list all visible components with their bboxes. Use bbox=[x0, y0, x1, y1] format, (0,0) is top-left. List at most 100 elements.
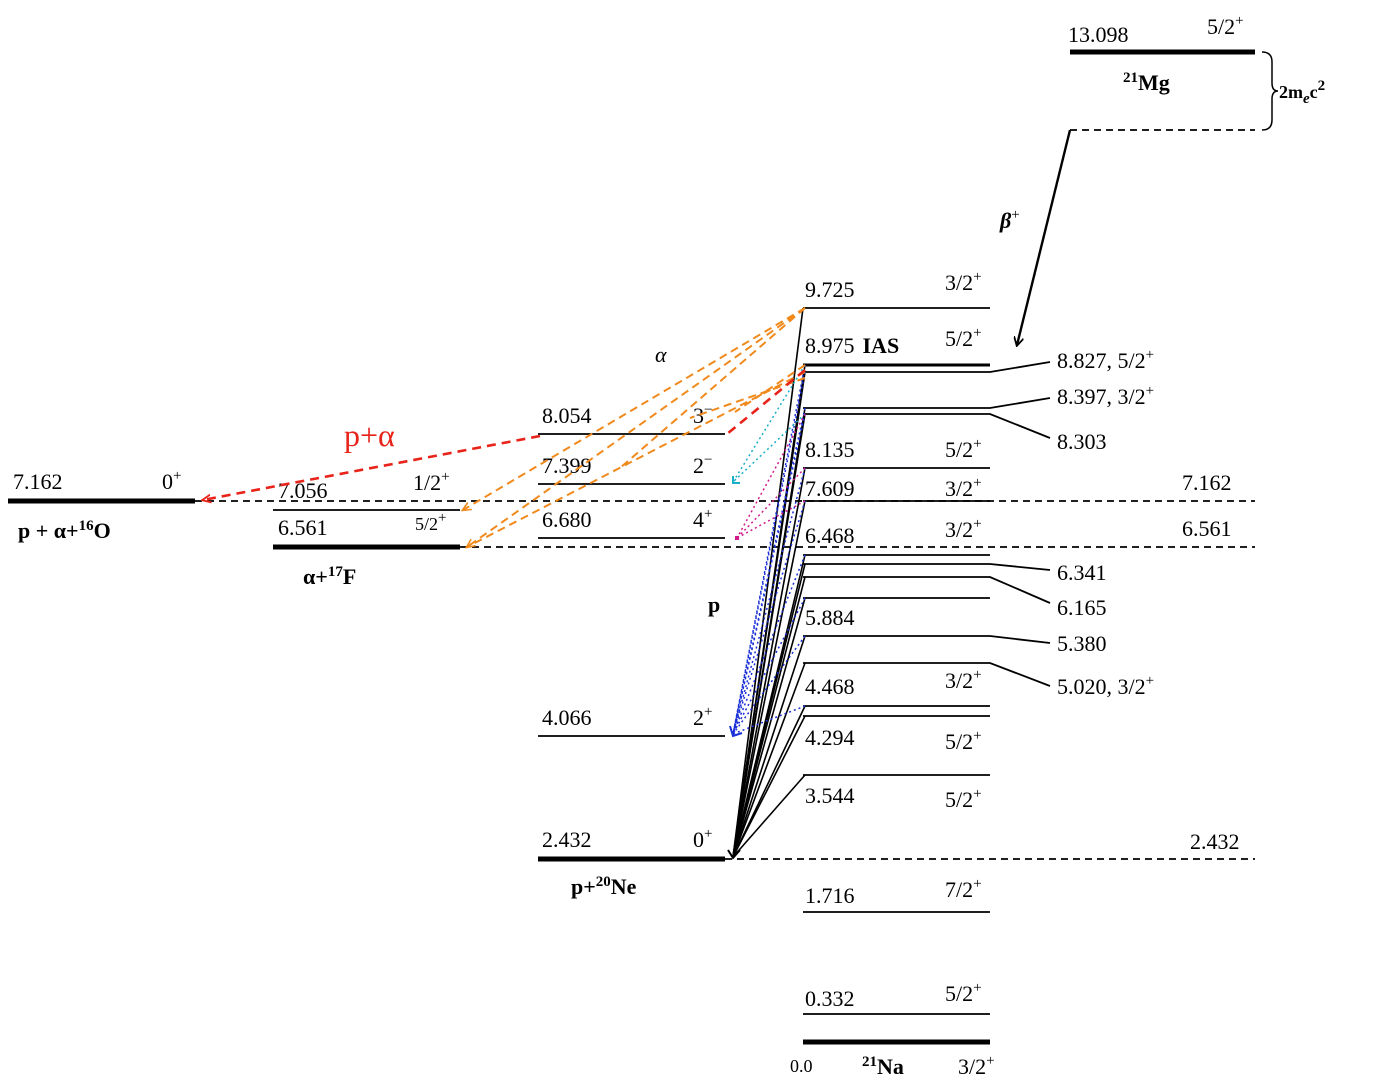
p-decay-5884 bbox=[732, 597, 806, 858]
spin-value: 3/2 bbox=[945, 270, 973, 295]
beta-plus-label: β+ bbox=[999, 207, 1020, 233]
parity-value: + bbox=[438, 510, 446, 526]
p-alpha-to-o16 bbox=[203, 434, 541, 500]
na21-spin-4468: 3/2+ bbox=[945, 667, 982, 693]
mass-gap-main: 2m bbox=[1279, 82, 1303, 102]
ne20-prefix: p+ bbox=[571, 874, 596, 899]
alpha-8975-to-6561-a bbox=[466, 371, 806, 548]
ne20-spin-7399: 2− bbox=[693, 452, 712, 478]
ne20-spin-6680: 4+ bbox=[693, 506, 712, 532]
mass-gap-tail: c bbox=[1310, 82, 1318, 102]
alpha-9725-to-7056 bbox=[463, 307, 806, 510]
parity-value: + bbox=[704, 506, 712, 522]
spin-value: 0 bbox=[693, 827, 704, 852]
na21-energy-6468: 6.468 bbox=[805, 523, 855, 548]
ne20-spin-2432: 0+ bbox=[693, 826, 712, 852]
ias-tag: IAS bbox=[863, 333, 900, 358]
na21-level-5380 bbox=[803, 635, 1051, 644]
energy-value: 8.827 bbox=[1057, 348, 1107, 373]
spin-value: 3 bbox=[693, 403, 704, 428]
na21-level-6165 bbox=[803, 576, 1051, 604]
p-decay-6680-marker bbox=[735, 536, 739, 540]
ne20-energy-7399: 7.399 bbox=[542, 453, 592, 478]
parity-value: + bbox=[973, 786, 981, 802]
spin-value: 3/2 bbox=[958, 1054, 986, 1079]
p-decay-4066-arrowhead bbox=[729, 725, 743, 738]
parity-value: + bbox=[973, 269, 981, 285]
na21-level-labels: 9.725 3/2+ 8.975 IAS 5/2+ 8.135 5/2+ 7.60… bbox=[790, 269, 995, 1079]
p-decay-to-4066-h bbox=[732, 597, 806, 735]
na21-spin-0332: 5/2+ bbox=[945, 980, 982, 1006]
f17-label: α+17F bbox=[303, 564, 356, 589]
spin-value: 5/2 bbox=[945, 981, 973, 1006]
o16-mass: 16 bbox=[79, 518, 95, 534]
threshold-label-2432: 2.432 bbox=[1190, 829, 1240, 854]
side-label-6165: 6.165 bbox=[1057, 595, 1107, 620]
spin-value: 0 bbox=[162, 469, 173, 494]
threshold-label-7162: 7.162 bbox=[1182, 470, 1232, 495]
na21-side-labels: 8.827, 5/2+ 8.397, 3/2+ 8.303 6.341 6.16… bbox=[1057, 347, 1240, 854]
mg21-mass: 21 bbox=[1123, 70, 1138, 86]
mg21-spin-value: 5/2 bbox=[1207, 14, 1235, 39]
spin-value: 4 bbox=[693, 507, 704, 532]
na21-energy-5884: 5.884 bbox=[805, 605, 855, 630]
na21-spin-3544: 5/2+ bbox=[945, 786, 982, 812]
o16-energy: 7.162 bbox=[13, 469, 63, 494]
beta-sign: + bbox=[1011, 207, 1019, 223]
p-decay-8827 bbox=[732, 371, 806, 858]
f17-element: F bbox=[343, 564, 356, 589]
spin-value: 2 bbox=[693, 705, 704, 730]
p-alpha-label: p+α bbox=[344, 417, 395, 453]
mg21-level-group: 13.098 5/2 + 21Mg 2mec2 β+ bbox=[999, 13, 1325, 345]
parity-value: − bbox=[704, 402, 712, 418]
f17-mass: 17 bbox=[328, 564, 344, 580]
f17-spin-6561: 5/2+ bbox=[415, 510, 446, 534]
ne20-levels bbox=[538, 433, 725, 862]
ne20-energy-8054: 8.054 bbox=[542, 403, 592, 428]
spin-value: 2 bbox=[693, 453, 704, 478]
parity-value: + bbox=[441, 469, 449, 485]
ne20-labels: 8.054 3− 7.399 2− 6.680 4+ 4.066 2+ 2.43… bbox=[542, 402, 712, 899]
p-decay-4294 bbox=[732, 715, 806, 858]
side-label-8827: 8.827, 5/2+ bbox=[1057, 347, 1154, 373]
ne20-energy-4066: 4.066 bbox=[542, 705, 592, 730]
mass-gap-sub: e bbox=[1303, 91, 1310, 107]
parity-value: + bbox=[973, 980, 981, 996]
side-label-8397: 8.397, 3/2+ bbox=[1057, 383, 1154, 409]
p-decay-6165 bbox=[732, 576, 806, 858]
parity-value: + bbox=[973, 876, 981, 892]
mg21-element: Mg bbox=[1138, 70, 1170, 95]
beta-plus-arrow bbox=[1017, 129, 1072, 345]
ne20-label: p+20Ne bbox=[571, 874, 637, 899]
parity-value: + bbox=[973, 516, 981, 532]
o16-label: p + α+16O bbox=[18, 518, 111, 543]
na21-spin-1716: 7/2+ bbox=[945, 876, 982, 902]
threshold-label-6561: 6.561 bbox=[1182, 516, 1232, 541]
spin-value: 3/2 bbox=[945, 476, 973, 501]
parity-value: + bbox=[704, 704, 712, 720]
spin-value: 1/2 bbox=[413, 470, 441, 495]
f17-prefix: α+ bbox=[303, 564, 328, 589]
alpha-8975-to-6561-b bbox=[689, 377, 806, 419]
p-decay-to-4066-i bbox=[732, 635, 806, 735]
na21-energy-4294: 4.294 bbox=[805, 725, 855, 750]
na21-level-8397 bbox=[803, 397, 1051, 409]
p-decay-5020 bbox=[732, 662, 806, 858]
energy-value: 5.020 bbox=[1057, 674, 1107, 699]
na21-spin-6468: 3/2+ bbox=[945, 516, 982, 542]
alpha-decay-lines bbox=[463, 307, 806, 548]
na21-ground-spin: 3/2+ bbox=[958, 1053, 995, 1079]
alpha-8975-to-6561-c bbox=[734, 364, 806, 413]
proton-decay-lines bbox=[727, 307, 806, 860]
f17-energy-6561: 6.561 bbox=[278, 515, 328, 540]
spin-value: 5/2 bbox=[415, 514, 438, 534]
na21-ground-energy: 0.0 bbox=[790, 1056, 813, 1076]
mg21-energy: 13.098 bbox=[1068, 22, 1129, 47]
f17-spin-7056: 1/2+ bbox=[413, 469, 450, 495]
na21-energy-0332: 0.332 bbox=[805, 986, 855, 1011]
o16-spin: 0+ bbox=[162, 468, 181, 494]
na21-spin-8135: 5/2+ bbox=[945, 436, 982, 462]
mass-gap-pow: 2 bbox=[1318, 78, 1326, 94]
o16-element: O bbox=[94, 518, 111, 543]
